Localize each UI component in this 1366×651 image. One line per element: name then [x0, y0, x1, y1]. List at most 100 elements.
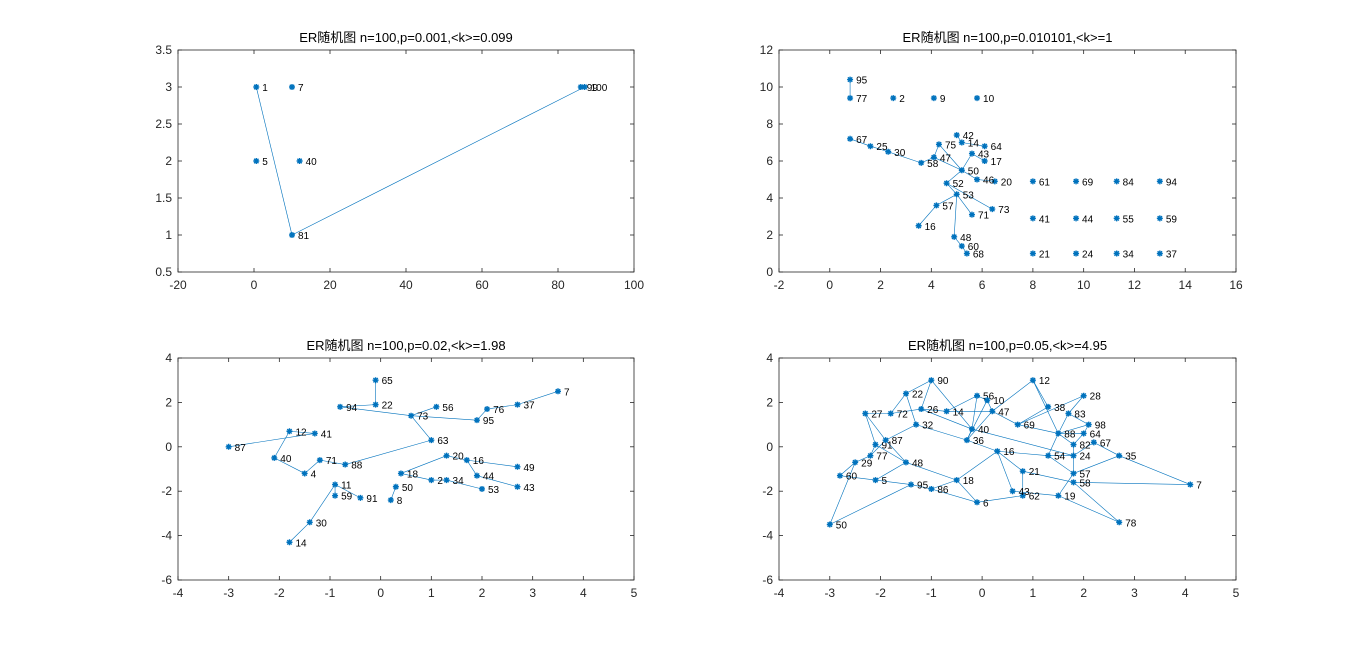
node-marker [1085, 421, 1092, 428]
graph-node: 62 [1019, 492, 1040, 503]
graph-node: 77 [847, 94, 868, 105]
graph-node: 40 [968, 425, 990, 436]
graph-edge [487, 404, 518, 410]
graph-node: 47 [989, 407, 1010, 418]
graph-node: 20 [443, 452, 464, 463]
chart-title: ER随机图 n=100,p=0.010101,<k>=1 [903, 30, 1113, 45]
graph-edge [1058, 424, 1089, 434]
graph-node: 5 [872, 476, 887, 487]
node-label: 7 [564, 387, 570, 398]
node-label: 19 [1064, 492, 1076, 503]
node-label: 28 [1090, 392, 1102, 403]
node-marker [867, 143, 874, 150]
node-marker [1045, 452, 1052, 459]
node-label: 53 [488, 485, 500, 496]
subplot-p002: ER随机图 n=100,p=0.02,<k>=1.98 -4 -3 -2 -1 0 1 2 3… [161, 338, 637, 600]
graph-node: 36 [963, 436, 984, 447]
node-label: 14 [953, 407, 965, 418]
node-marker [963, 437, 970, 444]
node-label: 34 [453, 476, 465, 487]
node-marker [514, 483, 521, 490]
y-tick-label: 0 [165, 440, 172, 454]
node-marker [958, 139, 965, 146]
node-label: 50 [968, 166, 980, 177]
node-label: 40 [306, 157, 318, 168]
node-label: 71 [326, 456, 338, 467]
node-marker [433, 403, 440, 410]
graph-edge [971, 395, 978, 430]
node-marker [225, 443, 232, 450]
x-tick-label: 40 [399, 278, 413, 292]
graph-edge [345, 439, 432, 465]
graph-edge [956, 450, 998, 481]
node-marker [847, 95, 854, 102]
graph-node: 40 [296, 157, 318, 168]
node-label: 67 [1100, 438, 1112, 449]
graph-node: 88 [1055, 429, 1076, 440]
graph-edge [961, 142, 985, 147]
node-marker [913, 421, 920, 428]
x-tick-label: 5 [1233, 586, 1240, 600]
graph-node: 63 [428, 436, 449, 447]
graph-node: 83 [1065, 410, 1086, 421]
node-marker [392, 483, 399, 490]
graph-node: 37 [514, 401, 535, 412]
graph-node: 2 [890, 94, 905, 105]
graph-edge [228, 433, 315, 448]
graph-node: 48 [902, 458, 924, 469]
graph-edge [933, 157, 962, 171]
node-marker [357, 494, 364, 501]
node-marker [958, 243, 965, 250]
node-marker [915, 222, 922, 229]
node-marker [1116, 452, 1123, 459]
node-label: 59 [1166, 214, 1178, 225]
graph-node: 16 [915, 222, 936, 233]
graph-node: 43 [968, 150, 990, 161]
graph-edge [517, 391, 559, 405]
node-label: 54 [1054, 452, 1066, 463]
node-marker [332, 492, 339, 499]
graph-edge [961, 153, 973, 171]
graph-node: 21 [1029, 250, 1050, 261]
node-marker [1029, 178, 1036, 185]
node-marker [1009, 488, 1016, 495]
node-marker [463, 457, 470, 464]
node-marker [994, 448, 1001, 455]
node-marker [428, 437, 435, 444]
graph-edge [966, 428, 973, 441]
graph-edge [829, 462, 856, 525]
node-marker [443, 477, 450, 484]
graph-node: 78 [1116, 518, 1137, 529]
node-marker [306, 519, 313, 526]
y-tick-label: -4 [161, 529, 172, 543]
node-label: 37 [1166, 250, 1178, 261]
graph-node: 30 [885, 148, 906, 159]
y-tick-label: 0 [766, 265, 773, 279]
graph-edge [865, 413, 876, 445]
axes-box [778, 49, 1237, 273]
node-marker [408, 412, 415, 419]
node-marker [968, 150, 975, 157]
node-label: 43 [978, 150, 990, 161]
axes-box [778, 357, 1237, 581]
graph-edge [334, 484, 361, 499]
node-marker [852, 459, 859, 466]
graph-node: 50 [826, 521, 847, 532]
node-marker [882, 437, 889, 444]
graph-node: 4 [301, 469, 317, 480]
node-label: 88 [1064, 429, 1076, 440]
x-tick-label: 1 [1030, 586, 1037, 600]
node-marker [296, 158, 303, 164]
graph-edge [921, 408, 947, 412]
node-label: 42 [963, 131, 975, 142]
node-label: 30 [894, 148, 906, 159]
node-label: 94 [346, 403, 358, 414]
y-tick-label: -6 [762, 573, 773, 587]
node-marker [289, 84, 295, 90]
graph-edge [390, 486, 397, 501]
x-tick-label: 4 [928, 278, 935, 292]
graph-node: 43 [514, 483, 535, 494]
node-label: 49 [523, 463, 535, 474]
graph-edge [291, 86, 585, 236]
node-marker [943, 408, 950, 415]
